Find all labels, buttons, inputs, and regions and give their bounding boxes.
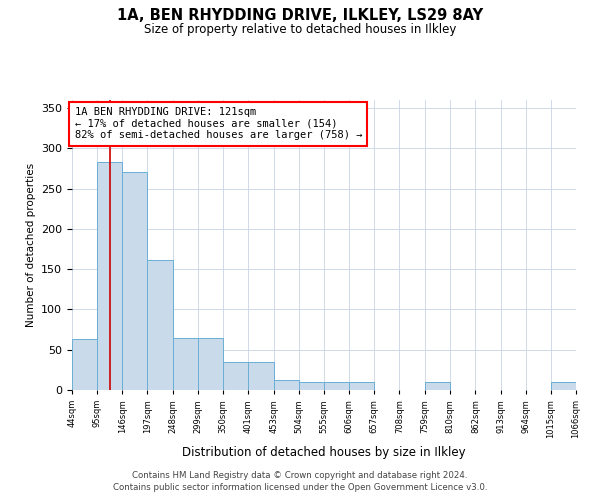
Bar <box>248 362 274 390</box>
Text: Size of property relative to detached houses in Ilkley: Size of property relative to detached ho… <box>144 22 456 36</box>
Bar <box>349 382 374 390</box>
Text: Contains HM Land Registry data © Crown copyright and database right 2024.
Contai: Contains HM Land Registry data © Crown c… <box>113 471 487 492</box>
Bar <box>173 338 198 390</box>
Bar <box>223 362 248 390</box>
Bar <box>122 172 148 390</box>
Text: 1A, BEN RHYDDING DRIVE, ILKLEY, LS29 8AY: 1A, BEN RHYDDING DRIVE, ILKLEY, LS29 8AY <box>117 8 483 22</box>
Text: 1A BEN RHYDDING DRIVE: 121sqm
← 17% of detached houses are smaller (154)
82% of : 1A BEN RHYDDING DRIVE: 121sqm ← 17% of d… <box>74 108 362 140</box>
Y-axis label: Number of detached properties: Number of detached properties <box>26 163 35 327</box>
Bar <box>148 260 173 390</box>
Bar <box>274 380 299 390</box>
Bar <box>551 382 576 390</box>
Bar <box>425 382 450 390</box>
Bar <box>324 382 349 390</box>
Bar <box>72 339 97 390</box>
X-axis label: Distribution of detached houses by size in Ilkley: Distribution of detached houses by size … <box>182 446 466 460</box>
Bar <box>299 382 324 390</box>
Bar <box>97 162 122 390</box>
Bar <box>198 338 223 390</box>
